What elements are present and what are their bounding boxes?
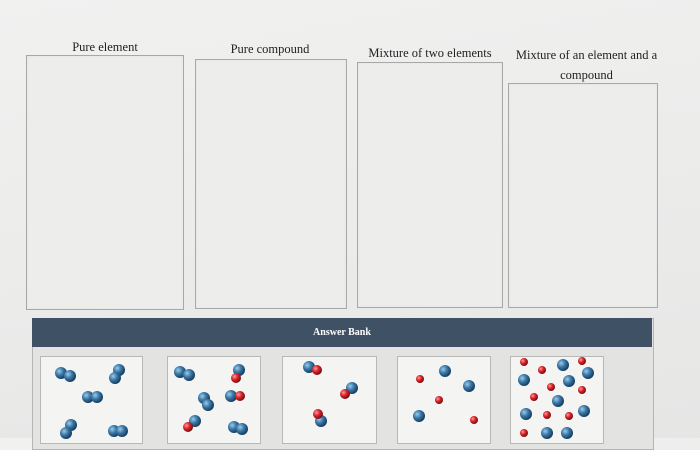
drop-zone-mixture-element-compound[interactable]: [508, 83, 658, 308]
molecule-diagram-icon: [174, 364, 248, 435]
molecule-diagram-icon: [303, 361, 358, 427]
drop-zone-pure-element[interactable]: [26, 55, 184, 310]
molecule-diagram-icon: [55, 364, 128, 439]
category-label-mixture-two-elements: Mixture of two elements: [368, 46, 492, 60]
answer-tile-4[interactable]: [397, 356, 491, 444]
molecule-diagram-icon: [413, 365, 478, 424]
category-label-mixture-element-compound: Mixture of an element and a compound: [515, 48, 658, 82]
drop-zone-mixture-two-elements[interactable]: [357, 62, 503, 308]
category-label-pure-element: Pure element: [72, 40, 138, 54]
answer-tile-3[interactable]: [282, 356, 377, 444]
molecule-diagram-icon: [518, 357, 594, 439]
answer-tile-1[interactable]: [40, 356, 143, 444]
category-label-pure-compound: Pure compound: [230, 42, 310, 56]
answer-tile-2[interactable]: [167, 356, 261, 444]
drop-zone-pure-compound[interactable]: [195, 59, 347, 309]
answer-tile-5[interactable]: [510, 356, 604, 444]
answer-bank-header: Answer Bank: [32, 318, 652, 347]
